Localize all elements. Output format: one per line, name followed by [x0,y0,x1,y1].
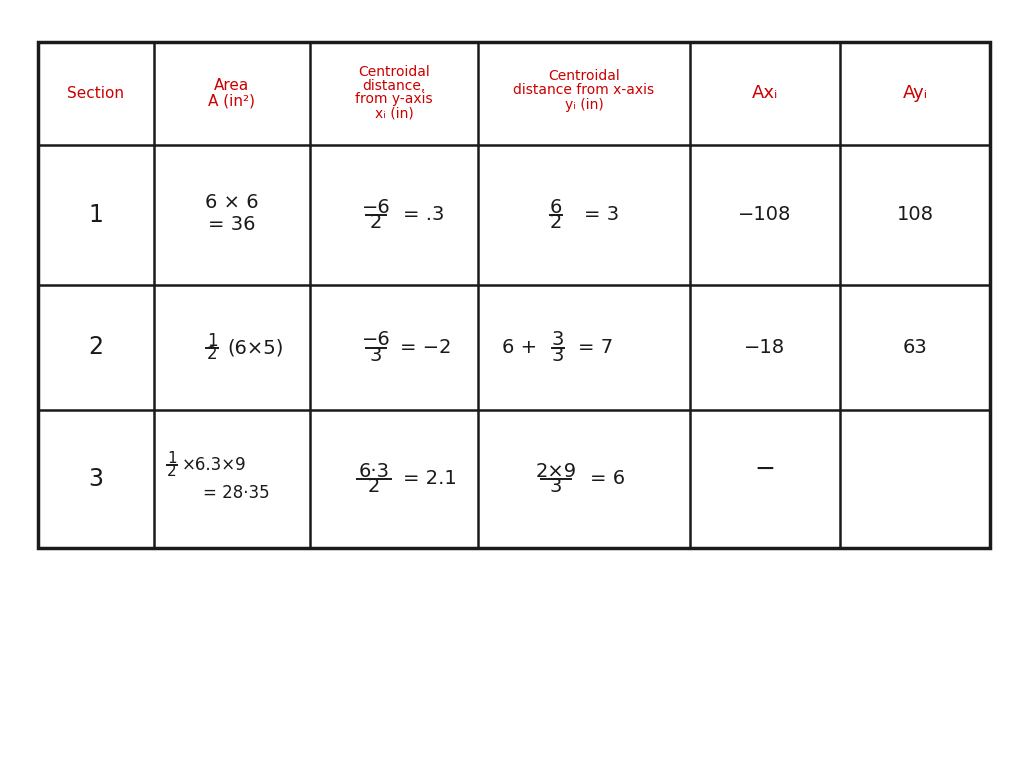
Text: = 6: = 6 [591,469,626,488]
Text: −: − [755,457,775,481]
Text: (6×5): (6×5) [227,338,285,357]
Text: 1: 1 [167,452,177,466]
Text: 1: 1 [88,203,103,227]
Text: 2×9: 2×9 [536,462,577,481]
Text: 6: 6 [550,198,562,217]
Text: = −2: = −2 [400,338,452,357]
Text: = 28·35: = 28·35 [203,484,269,502]
Text: Centroidal: Centroidal [358,65,430,78]
Text: 6·3: 6·3 [358,462,389,481]
Text: 1: 1 [207,332,217,350]
Text: Ayᵢ: Ayᵢ [902,84,928,102]
Text: 2: 2 [167,464,177,478]
Text: = .3: = .3 [403,206,444,224]
Text: −6: −6 [361,198,390,217]
Text: from y-axis: from y-axis [355,92,433,107]
Text: ×6.3×9: ×6.3×9 [181,456,247,474]
Text: 3: 3 [552,346,564,365]
Text: Axᵢ: Axᵢ [752,84,778,102]
Text: distance,: distance, [362,78,426,92]
Text: 3: 3 [370,346,382,365]
Text: −108: −108 [738,206,792,224]
Text: 3: 3 [88,467,103,491]
Text: 6 × 6: 6 × 6 [205,194,259,213]
Text: = 3: = 3 [585,206,620,224]
Text: Section: Section [68,86,125,101]
Text: 2: 2 [207,345,217,363]
Text: 2: 2 [370,214,382,232]
Text: 2: 2 [550,214,562,232]
Text: 6 +: 6 + [502,338,538,357]
Text: distance from x-axis: distance from x-axis [513,82,654,97]
Text: 108: 108 [896,206,934,224]
Text: 3: 3 [552,330,564,349]
Text: −18: −18 [744,338,785,357]
Text: 3: 3 [550,477,562,496]
Text: −6: −6 [361,330,390,349]
Text: Area: Area [214,78,250,93]
Bar [38,42,990,548]
Text: Centroidal: Centroidal [548,68,620,82]
Text: = 36: = 36 [208,216,256,234]
Text: = 2.1: = 2.1 [403,469,457,488]
Text: = 7: = 7 [579,338,613,357]
Text: yᵢ (in): yᵢ (in) [564,98,603,112]
Text: xᵢ (in): xᵢ (in) [375,107,414,121]
Text: 2: 2 [88,336,103,359]
Text: A (in²): A (in²) [209,94,256,109]
Text: 2: 2 [368,477,380,496]
Text: 63: 63 [902,338,928,357]
